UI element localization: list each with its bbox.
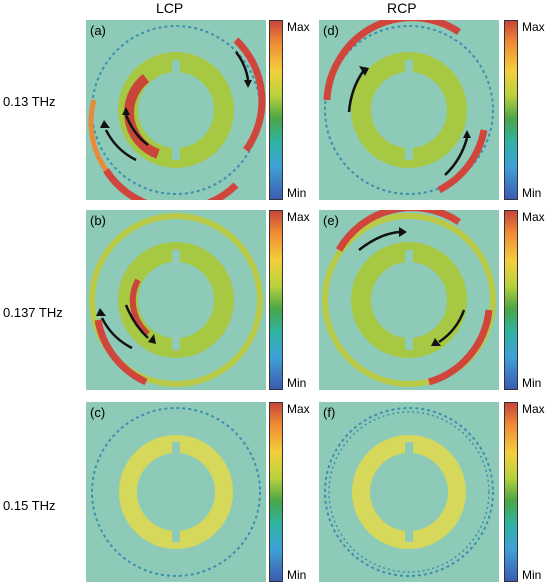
colorbar-min-a: Min xyxy=(287,186,307,200)
colorbar-e xyxy=(504,210,518,390)
colorbar-c xyxy=(269,402,283,582)
panel-d: (d) xyxy=(319,20,499,200)
field-map-e xyxy=(319,210,499,390)
panel-label-a: (a) xyxy=(90,23,106,38)
panel-a: (a) xyxy=(86,20,266,200)
colorbar-d xyxy=(504,20,518,200)
colorbar-max-d: Max xyxy=(522,20,545,34)
colorbar-min-d: Min xyxy=(522,186,542,200)
panel-f: (f) xyxy=(319,402,499,582)
colorbar-max-f: Max xyxy=(522,402,545,416)
panel-e: (e) xyxy=(319,210,499,390)
colorbar-min-c: Min xyxy=(287,568,307,582)
field-map-a xyxy=(86,20,266,200)
field-map-d xyxy=(319,20,499,200)
row-label-1: 0.13 THz xyxy=(3,94,56,109)
field-map-b xyxy=(86,210,266,390)
field-map-c xyxy=(86,402,266,582)
colorbar-max-a: Max xyxy=(287,20,310,34)
panel-label-d: (d) xyxy=(323,23,339,38)
panel-label-b: (b) xyxy=(90,213,106,228)
colorbar-max-e: Max xyxy=(522,210,545,224)
colorbar-min-f: Min xyxy=(522,568,542,582)
colorbar-max-b: Max xyxy=(287,210,310,224)
colorbar-f xyxy=(504,402,518,582)
row-label-3: 0.15 THz xyxy=(3,498,56,513)
panel-b: (b) xyxy=(86,210,266,390)
column-title-lcp: LCP xyxy=(156,0,184,16)
column-title-rcp: RCP xyxy=(387,0,417,16)
panel-label-f: (f) xyxy=(323,405,336,420)
colorbar-max-c: Max xyxy=(287,402,310,416)
panel-label-c: (c) xyxy=(90,405,106,420)
row-label-2: 0.137 THz xyxy=(3,305,63,320)
panel-label-e: (e) xyxy=(323,213,339,228)
colorbar-min-e: Min xyxy=(522,376,542,390)
panel-c: (c) xyxy=(86,402,266,582)
colorbar-b xyxy=(269,210,283,390)
colorbar-min-b: Min xyxy=(287,376,307,390)
field-map-f xyxy=(319,402,499,582)
colorbar-a xyxy=(269,20,283,200)
